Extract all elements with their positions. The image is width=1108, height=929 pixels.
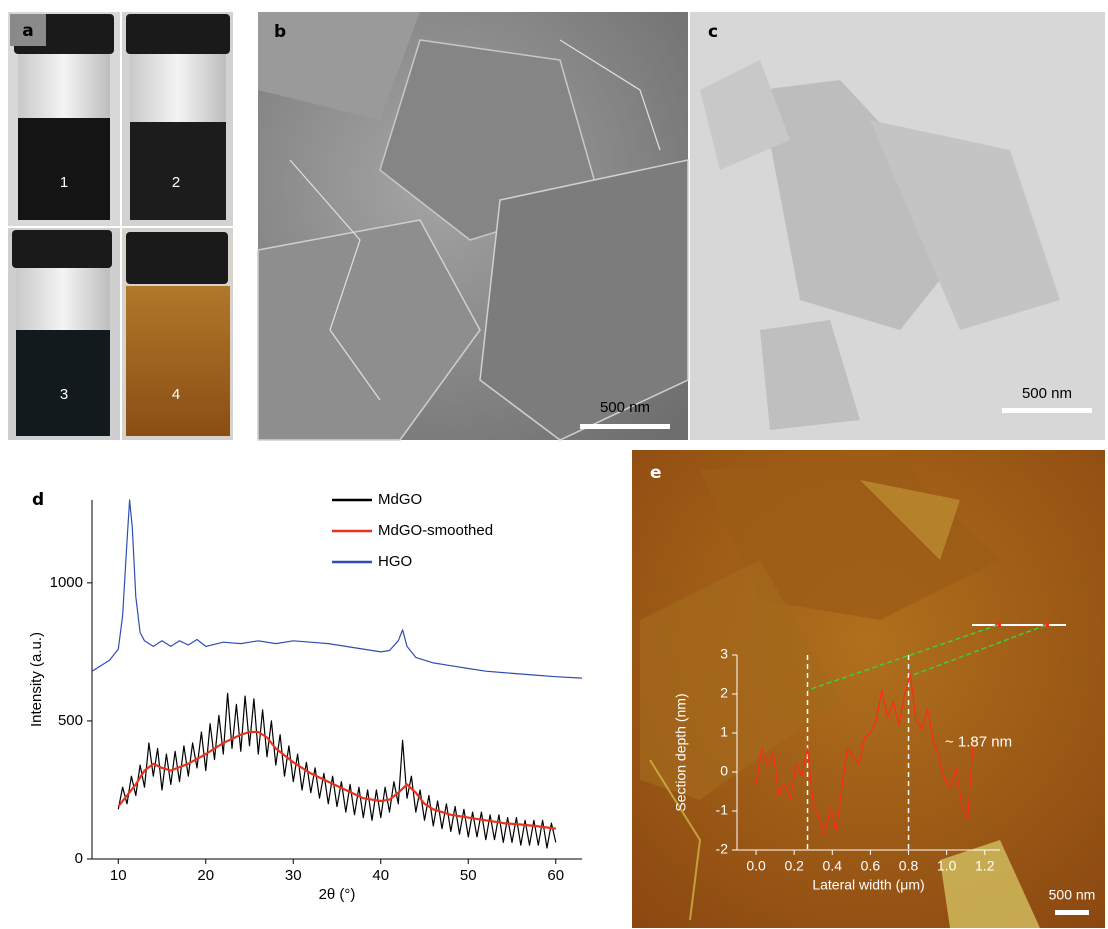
series-line (118, 693, 556, 848)
x-tick-label: 1.0 (937, 858, 957, 874)
panel-b: b 500 nm (258, 12, 688, 440)
x-tick-label: 0.0 (746, 858, 766, 874)
y-tick-label: 2 (720, 685, 728, 701)
y-axis-label: Intensity (a.u.) (28, 632, 45, 727)
x-tick-label: 10 (110, 867, 127, 884)
panel-label: e (650, 463, 662, 483)
panel-label: a (22, 21, 33, 41)
vial-label: 2 (172, 174, 180, 191)
panel-label: b (274, 22, 286, 42)
y-tick-label: -1 (716, 802, 729, 818)
y-axis-label: Section depth (nm) (673, 693, 689, 811)
x-tick-label: 0.4 (823, 858, 843, 874)
x-tick-label: 0.6 (861, 858, 881, 874)
vial-label: 1 (60, 174, 68, 191)
y-tick-label: 3 (720, 646, 728, 662)
panel-c: c 500 nm (690, 12, 1105, 440)
panel-d: d 0 500 1000 10 20 30 40 50 60 2θ (°) Intensity (a… (28, 490, 582, 903)
y-tick-label: 1 (720, 724, 728, 740)
x-axis-label: Lateral width (μm) (812, 877, 924, 893)
annotation: ~ 1.87 nm (945, 734, 1012, 751)
y-tick-label: 0 (75, 850, 83, 867)
panel-e: e 500 nm -2 -1 0 1 2 3 0.0 0.2 0.4 0.6 0.8 1.0 1.2 La… (632, 450, 1105, 928)
vial-label: 4 (172, 386, 180, 403)
scale-bar-label: 500 nm (1022, 385, 1072, 402)
panel-label: c (708, 22, 718, 42)
y-tick-label: 1000 (50, 574, 83, 591)
series-line (92, 500, 582, 678)
x-tick-label: 30 (285, 867, 302, 884)
x-tick-label: 40 (372, 867, 389, 884)
panel-label: d (32, 490, 44, 510)
legend-label: MdGO (378, 491, 422, 508)
scale-bar-label: 500 nm (600, 399, 650, 416)
figure: a 1 2 3 4 b 500 nm c 500 nm d 0500100010… (0, 0, 1108, 929)
panel-a: a 1 2 3 4 (8, 12, 233, 440)
scale-bar-label: 500 nm (1049, 887, 1096, 903)
x-tick-label: 0.2 (784, 858, 804, 874)
x-axis-label: 2θ (°) (319, 886, 356, 903)
legend-label: MdGO-smoothed (378, 522, 493, 539)
y-tick-label: 0 (720, 763, 728, 779)
legend-label: HGO (378, 553, 412, 570)
y-tick-label: -2 (716, 841, 729, 857)
x-tick-label: 60 (547, 867, 564, 884)
vial-label: 3 (60, 386, 68, 403)
x-tick-label: 1.2 (975, 858, 995, 874)
x-tick-label: 20 (197, 867, 214, 884)
y-tick-label: 500 (58, 712, 83, 729)
x-tick-label: 50 (460, 867, 477, 884)
x-tick-label: 0.8 (899, 858, 919, 874)
